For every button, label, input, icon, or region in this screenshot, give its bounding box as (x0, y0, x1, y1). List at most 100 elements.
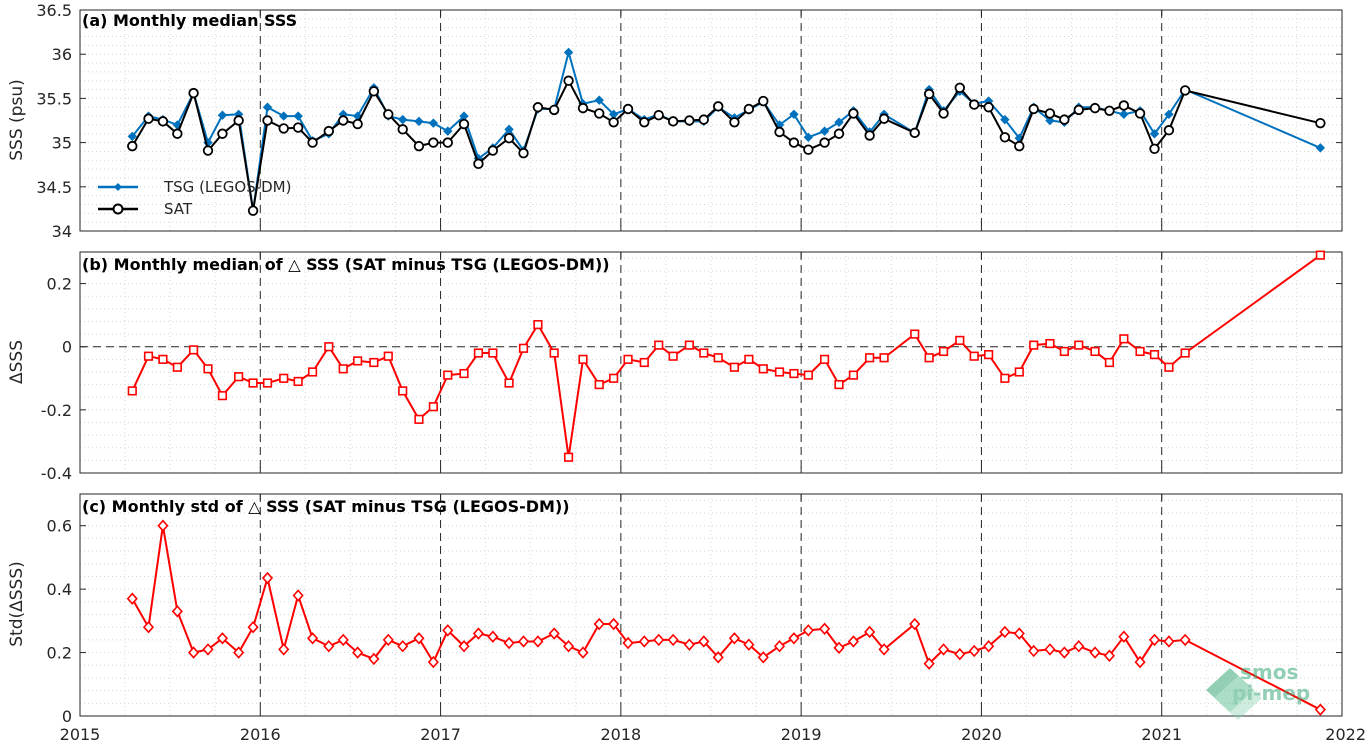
data-point (819, 126, 830, 136)
data-point (667, 116, 679, 127)
data-point (1000, 114, 1010, 125)
data-point (307, 367, 318, 377)
data-point (143, 351, 154, 361)
data-point (1119, 109, 1129, 120)
data-point (142, 621, 155, 634)
data-point (968, 644, 980, 658)
data-point (202, 145, 214, 156)
data-point (383, 109, 394, 120)
data-point (969, 99, 980, 110)
data-point (803, 370, 813, 380)
data-point (577, 646, 589, 659)
data-point (999, 625, 1011, 639)
legend: TSG (LEGOS-DM) SAT (98, 178, 291, 218)
data-point (397, 640, 409, 653)
y-tick-label: -0.2 (41, 401, 72, 420)
data-point (442, 624, 454, 637)
panel-c-std-delta-sss: 0 0.2 0.4 0.6 2015 2016 2017 2018 2019 2020 2021 20… (47, 493, 1366, 744)
data-point (1090, 346, 1100, 357)
x-tick-label: 2019 (781, 725, 822, 744)
data-point (1073, 104, 1084, 116)
data-point (758, 364, 768, 374)
data-point (563, 47, 574, 58)
data-point (352, 118, 363, 130)
x-tick-label: 2021 (1141, 725, 1182, 744)
data-point (954, 647, 966, 661)
data-point (1134, 655, 1146, 669)
series-line (131, 254, 1321, 458)
legend-tsg-label: TSG (LEGOS-DM) (163, 178, 291, 196)
data-point (1045, 115, 1055, 126)
data-point (803, 132, 814, 143)
axes-box (79, 251, 1343, 474)
data-point (278, 123, 289, 134)
axes-box (79, 493, 1343, 717)
data-point (203, 364, 213, 374)
data-point (638, 635, 650, 648)
data-point (293, 376, 303, 387)
panel-b-title: (b) Monthly median of △ SSS (SAT minus T… (82, 255, 610, 274)
data-point (127, 140, 138, 152)
panel-a-title: (a) Monthly median SSS (82, 11, 297, 30)
data-point (594, 379, 604, 390)
data-point (143, 113, 154, 124)
data-point (728, 632, 741, 645)
data-point (247, 621, 259, 634)
data-point (1148, 633, 1161, 647)
data-point (788, 632, 800, 645)
data-point (382, 633, 394, 647)
data-point (234, 372, 244, 382)
data-point (216, 632, 229, 645)
data-point (938, 346, 949, 357)
data-point (667, 633, 679, 647)
y-tick-label: 36.5 (36, 1, 72, 20)
data-point (563, 452, 574, 462)
data-point (1149, 350, 1160, 360)
x-tick-label: 2015 (60, 725, 101, 744)
data-point (518, 148, 529, 159)
logo-text-smos: smos (1240, 660, 1298, 684)
data-point (1315, 117, 1326, 129)
data-point (188, 646, 200, 659)
data-point (1135, 346, 1145, 357)
data-point (428, 118, 439, 128)
data-point (623, 354, 633, 364)
data-point (503, 636, 515, 650)
data-point (1089, 646, 1101, 659)
data-point (413, 632, 425, 645)
data-point (729, 117, 740, 128)
data-point (668, 351, 678, 361)
panel-a-ylabel: SSS (psu) (7, 79, 27, 160)
logo-mark-shadow-icon (1214, 676, 1262, 720)
data-point (819, 354, 830, 364)
data-point (910, 329, 920, 339)
data-point (1315, 143, 1326, 153)
data-point (683, 638, 695, 651)
data-point (879, 353, 889, 363)
data-point (608, 617, 620, 631)
data-point (1179, 633, 1191, 647)
data-point (774, 367, 785, 377)
data-point (578, 354, 588, 364)
data-point (443, 126, 453, 136)
data-point (1058, 646, 1070, 659)
data-point (1164, 362, 1174, 372)
logo-text-pimep: pi-mep (1232, 681, 1310, 705)
y-tick-label: -0.4 (41, 464, 72, 483)
data-point (397, 124, 408, 135)
data-point (1104, 357, 1115, 368)
data-point (909, 127, 920, 139)
data-point (1074, 340, 1084, 350)
x-tick-label: 2022 (1325, 725, 1366, 744)
data-point (684, 340, 694, 350)
data-point (1044, 108, 1056, 119)
data-point (126, 592, 138, 605)
data-point (1013, 627, 1025, 640)
data-point (834, 117, 844, 127)
data-point (562, 640, 575, 653)
data-point (802, 624, 814, 637)
series-line (131, 525, 1321, 711)
data-point (293, 111, 303, 121)
data-point (1180, 348, 1190, 358)
data-point (473, 348, 484, 358)
